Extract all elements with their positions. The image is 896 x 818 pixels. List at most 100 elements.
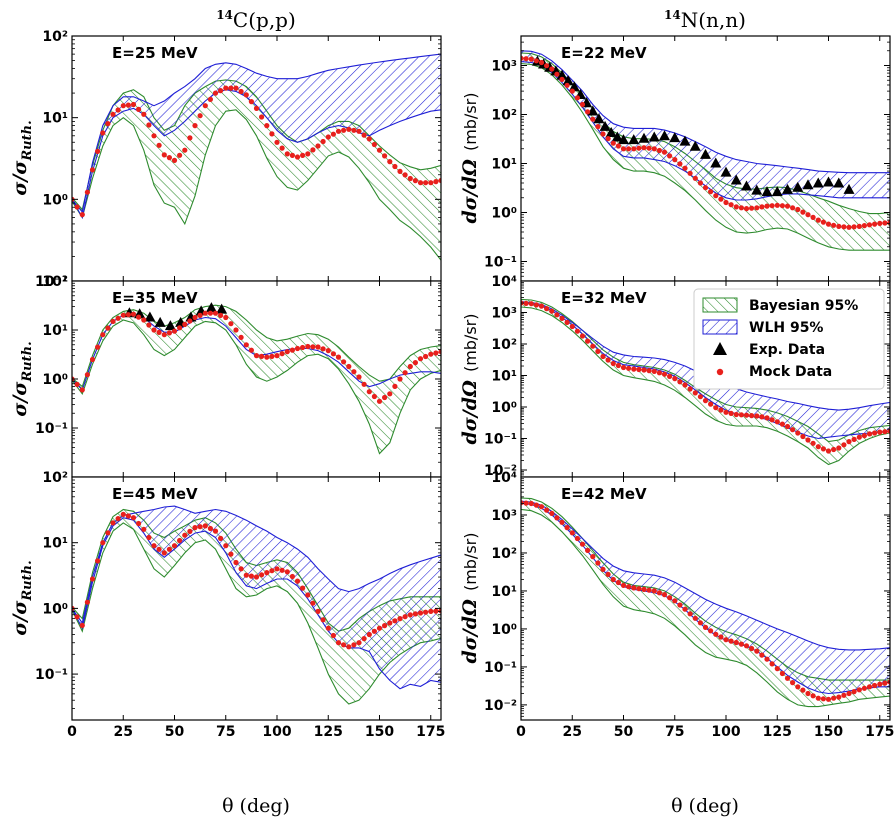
panel-2-plot-area [72, 302, 441, 455]
y-tick-label: 10⁰ [491, 206, 517, 222]
y-axis-label-right-2: dσ/dΩ (mb/sr) [459, 314, 481, 445]
mock-data-point [197, 113, 203, 119]
mock-data-point [800, 687, 806, 693]
y-tick-label: 10⁻¹ [35, 274, 68, 290]
y-axis-label-left-1-main: σ/σ [9, 160, 31, 196]
mock-data-point [110, 520, 116, 526]
y-tick-label: 10⁴ [491, 470, 517, 486]
mock-data-point [136, 314, 142, 320]
mock-data-point [749, 413, 755, 419]
exp-data-point [792, 181, 804, 192]
y-axis-label-left-3: σ/σRuth. [9, 560, 35, 635]
mock-data-point [636, 586, 642, 592]
mock-data-point [718, 634, 724, 640]
mock-data-point [248, 99, 254, 105]
mock-data-point [125, 312, 131, 318]
mock-data-point [253, 353, 260, 359]
mock-data-point [274, 139, 280, 145]
mock-data-point [192, 314, 198, 321]
mock-data-point [248, 573, 254, 579]
mock-data-point [207, 96, 213, 102]
mock-data-point [846, 690, 852, 697]
mock-data-point [433, 179, 439, 185]
legend-label-bayesian: Bayesian 95% [749, 298, 858, 314]
mock-data-point [269, 353, 275, 359]
mock-data-point [743, 412, 750, 418]
mock-data-point [708, 401, 714, 407]
mock-data-point [656, 370, 663, 376]
mock-data-point [733, 639, 739, 646]
mock-data-point [351, 642, 357, 648]
mock-data-point [105, 530, 111, 536]
mock-data-point [233, 85, 239, 91]
mock-data-point [631, 585, 637, 591]
x-tick-label: 100 [711, 724, 740, 740]
mock-data-point [197, 312, 203, 318]
mock-data-point [330, 632, 336, 639]
mock-data-point [366, 631, 372, 638]
panel-1: 10⁻¹ 10⁰ 10¹ 10² E=25 MeV [35, 29, 442, 290]
mock-data-point [820, 219, 827, 225]
x-tick-label: 100 [262, 724, 291, 740]
mock-data-point [428, 351, 434, 357]
mock-data-point [795, 430, 801, 436]
mock-data-point [559, 315, 565, 321]
mock-data-point [656, 590, 663, 596]
exp-data-point [751, 184, 763, 195]
mock-data-point [248, 347, 254, 353]
panel-4: 10⁻¹ 10⁰ 10¹ 10² 10³ E=22 MeV [484, 35, 891, 282]
legend-swatch-bayesian [702, 297, 738, 313]
exp-data-point [720, 166, 732, 177]
mock-data-point [223, 543, 229, 549]
mock-data-point [851, 436, 857, 442]
mock-data-point [815, 444, 821, 450]
mock-data-point [387, 620, 393, 626]
mock-data-point [120, 103, 126, 109]
mock-data-point [300, 585, 306, 591]
mock-data-point [320, 617, 326, 623]
mock-data-point [728, 638, 734, 644]
y-tick-label: 10¹ [491, 369, 517, 385]
column-title-left-sup: 14 [216, 8, 233, 22]
exp-data-point [216, 303, 228, 314]
mock-data-point [146, 122, 152, 128]
column-title-right: 14N(n,n) [664, 8, 746, 32]
mock-data-point [595, 348, 601, 354]
y-tick-label: 10² [42, 29, 68, 45]
mock-data-point [702, 624, 709, 631]
mock-data-point [718, 196, 724, 202]
mock-data-point [544, 306, 550, 312]
mock-data-point [382, 153, 388, 159]
wlh-band-panel-4 [521, 50, 890, 201]
mock-data-point [825, 221, 832, 227]
mock-data-point [95, 148, 101, 154]
mock-data-point [402, 172, 408, 178]
mock-data-point [417, 180, 424, 186]
mock-data-point [533, 302, 540, 308]
mock-data-point [677, 161, 683, 167]
mock-data-point [708, 628, 714, 634]
mock-data-point [105, 325, 111, 331]
y-axis-label-left-1: σ/σRuth. [9, 120, 35, 195]
mock-data-point [212, 310, 219, 316]
mock-data-point [579, 541, 586, 547]
mock-data-point [718, 407, 724, 413]
mock-data-point [651, 588, 657, 594]
mock-data-point [233, 559, 239, 566]
mock-data-point [402, 614, 408, 620]
y-tick-label: 10¹ [42, 536, 68, 552]
mock-data-point [325, 625, 331, 631]
mock-data-point [84, 372, 90, 378]
y-axis-label-left-2-sub: Ruth. [20, 341, 35, 382]
mock-data-point [605, 136, 611, 142]
mock-data-point [89, 167, 96, 173]
mock-data-point [749, 645, 755, 652]
energy-label: E=35 MeV [112, 289, 198, 307]
mock-data-point [289, 152, 295, 158]
mock-data-point [523, 300, 529, 306]
mock-data-point [641, 586, 647, 593]
x-tick-label: 50 [165, 724, 185, 740]
mock-data-point [626, 365, 632, 371]
mock-data-point [305, 592, 311, 598]
